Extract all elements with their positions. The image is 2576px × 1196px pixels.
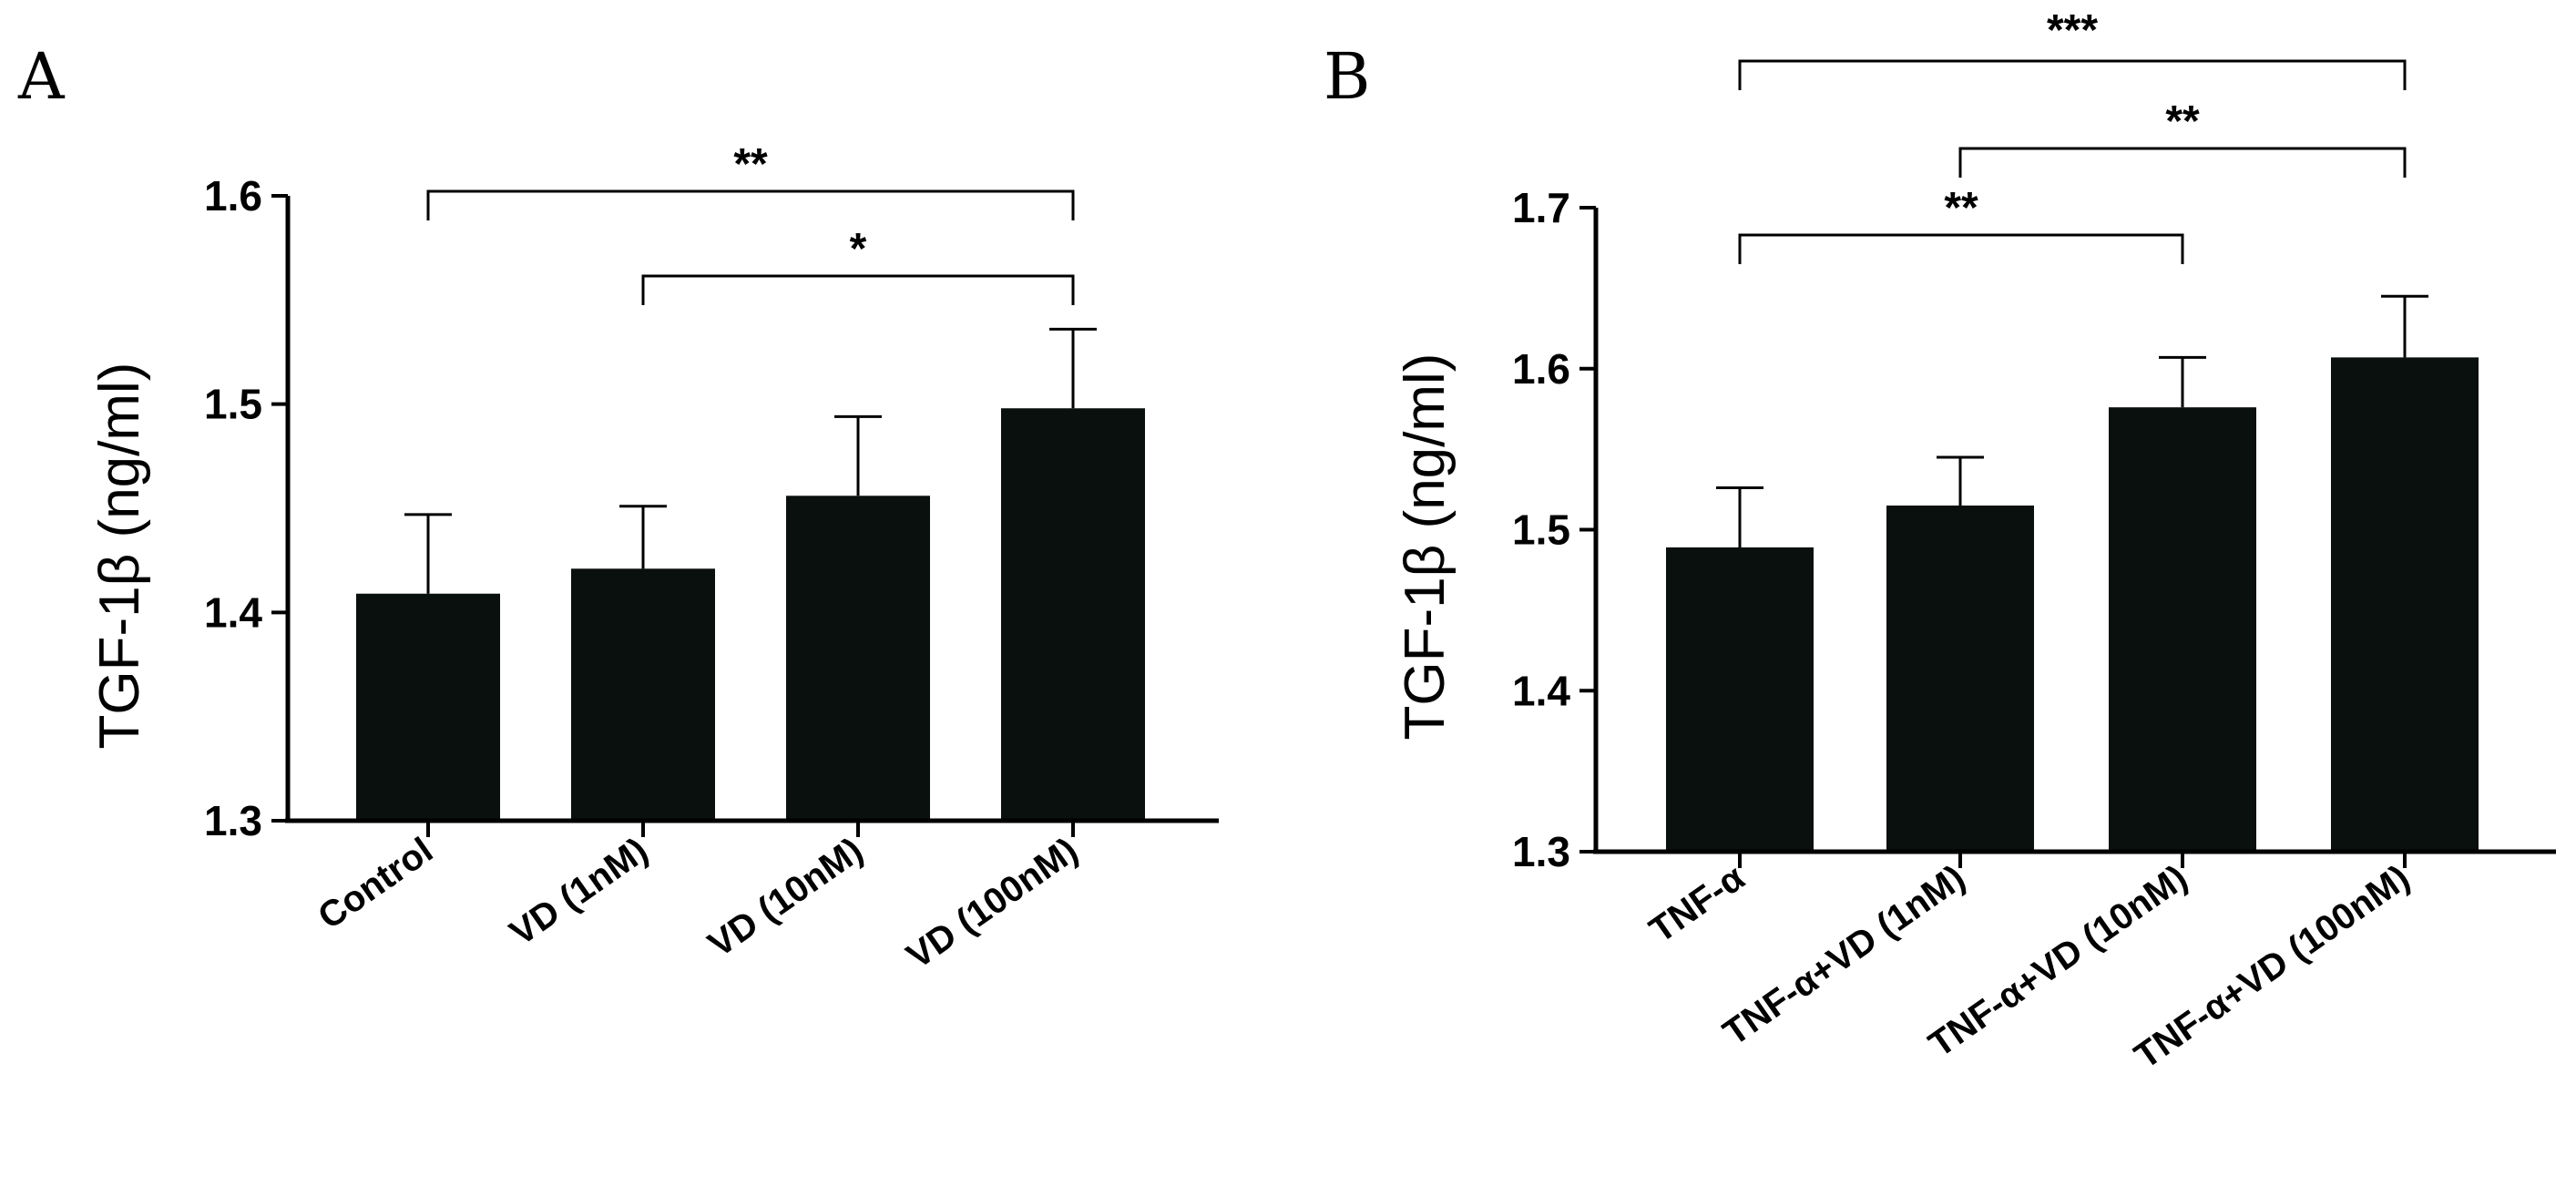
error-bars-a (404, 327, 1097, 594)
y-ticks-a: 1.3 1.4 1.5 1.6 (204, 172, 288, 844)
significance-label: *** (2047, 6, 2098, 55)
significance-bracket (426, 189, 1075, 220)
panel-letter-a: A (17, 39, 66, 114)
x-tick-label: VD (100nM) (900, 830, 1086, 976)
significance-bracket (1738, 59, 2407, 90)
significance-bracket (1958, 147, 2407, 178)
x-tick-labels-a: Control VD (1nM) VD (10nM) VD (100nM) (311, 821, 1085, 976)
bar (786, 496, 930, 821)
y-axis-label-a: TGF-1β (ng/ml) (88, 363, 151, 750)
y-tick-label: 1.4 (1512, 667, 1570, 714)
panel-a: A TGF-1β (ng/ml) 1.31.41.51.6 *** Contro… (17, 39, 1219, 976)
significance-label: ** (733, 140, 768, 189)
significance-label: * (850, 225, 867, 273)
bar (2331, 357, 2479, 852)
y-tick-label: 1.4 (204, 588, 262, 636)
y-tick-label: 1.5 (204, 381, 262, 428)
y-tick-label: 1.5 (1512, 506, 1570, 554)
bars-b (1666, 357, 2479, 852)
significance-a: *** (426, 140, 1075, 305)
bar (1666, 547, 1814, 852)
y-tick-label: 1.3 (1512, 828, 1570, 875)
y-axis-label-b: TGF-1β (ng/ml) (1394, 353, 1457, 741)
bar (1001, 408, 1145, 821)
y-tick-label: 1.3 (204, 797, 262, 844)
x-tick-label: VD (1nM) (503, 830, 655, 953)
error-bars-b (1716, 294, 2428, 547)
significance-label: ** (1944, 184, 1978, 232)
bar (356, 593, 500, 821)
x-tick-label: TNF-α (1642, 857, 1752, 951)
significance-b: ******* (1738, 6, 2407, 264)
significance-label: ** (2165, 97, 2200, 146)
panel-b: B TGF-1β (ng/ml) 1.31.41.51.61.7 *******… (1324, 6, 2556, 1077)
significance-bracket (1738, 233, 2184, 264)
bar (571, 568, 715, 821)
bar (1886, 505, 2034, 852)
x-tick-label: Control (311, 830, 440, 937)
x-tick-label: VD (10nM) (701, 830, 870, 965)
significance-bracket (641, 274, 1075, 305)
panel-letter-b: B (1324, 39, 1370, 114)
bars-a (356, 408, 1145, 821)
y-tick-label: 1.7 (1512, 184, 1570, 231)
y-ticks-b: 1.3 1.4 1.5 1.6 1.7 (1512, 184, 1596, 875)
y-tick-label: 1.6 (1512, 345, 1570, 393)
bar (2109, 407, 2256, 852)
y-tick-label: 1.6 (204, 172, 262, 220)
